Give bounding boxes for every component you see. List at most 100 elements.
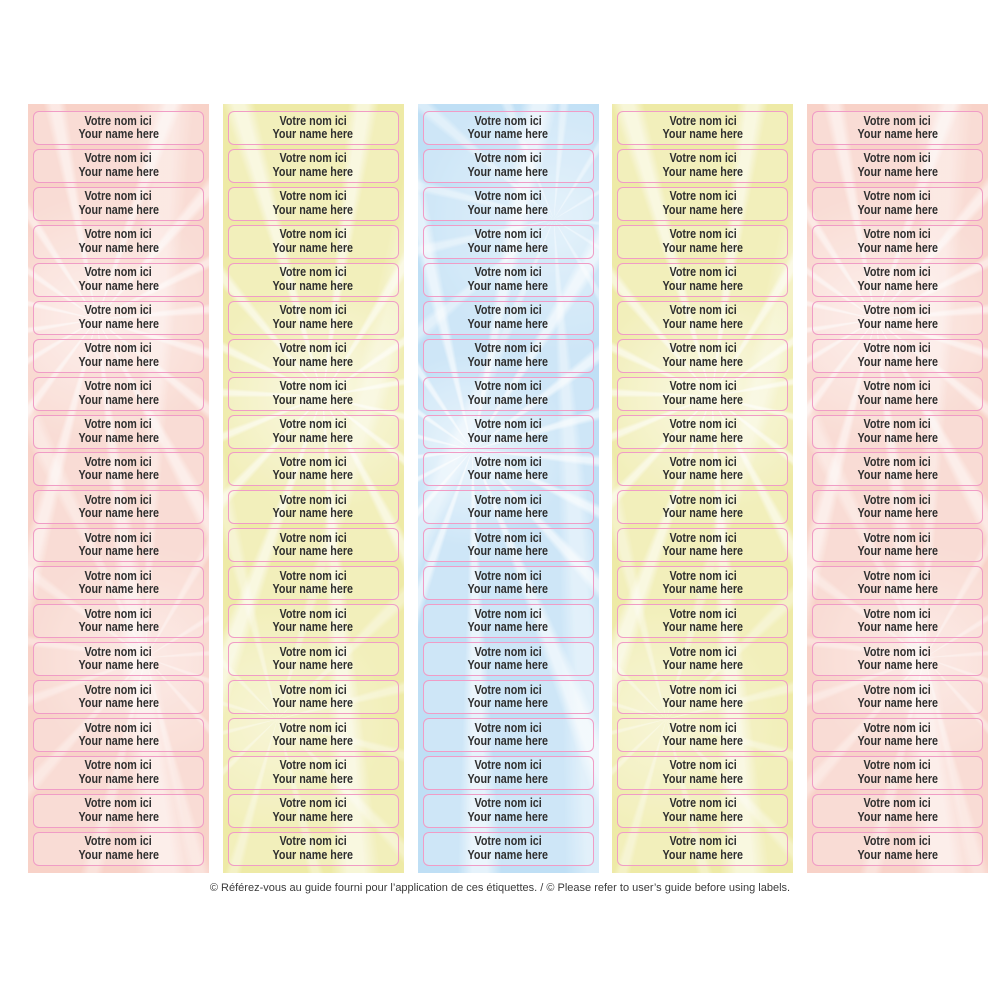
label-line-en: Your name here xyxy=(78,316,159,331)
label-line-fr: Votre nom ici xyxy=(474,151,542,166)
name-label: Votre nom ici Your name here xyxy=(812,224,983,259)
name-label: Votre nom ici Your name here xyxy=(812,262,983,297)
name-label: Votre nom ici Your name here xyxy=(422,111,594,145)
label-line-fr: Votre nom ici xyxy=(669,417,737,431)
label-line-fr: Votre nom ici xyxy=(279,189,347,204)
name-label: Votre nom ici Your name here xyxy=(33,831,204,866)
label-line-fr: Votre nom ici xyxy=(669,227,737,242)
label-line-fr: Votre nom ici xyxy=(863,758,932,773)
label-line-fr: Votre nom ici xyxy=(863,568,932,583)
name-label: Votre nom ici Your name here xyxy=(33,338,204,373)
name-label: Votre nom ici Your name here xyxy=(227,490,399,525)
name-label: Votre nom ici Your name here xyxy=(33,755,204,790)
name-label: Votre nom ici Your name here xyxy=(33,148,204,183)
label-line-en: Your name here xyxy=(662,809,743,824)
name-label: Votre nom ici Your name here xyxy=(33,186,204,221)
name-label: Votre nom ici Your name here xyxy=(33,414,204,449)
label-line-fr: Votre nom ici xyxy=(84,417,153,431)
name-label: Votre nom ici Your name here xyxy=(33,490,204,525)
name-label: Votre nom ici Your name here xyxy=(617,111,789,145)
label-line-en: Your name here xyxy=(78,809,159,824)
label-line-fr: Votre nom ici xyxy=(863,834,932,849)
label-line-fr: Votre nom ici xyxy=(669,834,737,849)
label-line-en: Your name here xyxy=(662,658,743,673)
name-label: Votre nom ici Your name here xyxy=(422,148,594,183)
label-line-en: Your name here xyxy=(273,316,354,331)
name-label: Votre nom ici Your name here xyxy=(227,414,399,449)
label-line-fr: Votre nom ici xyxy=(279,454,347,469)
label-line-en: Your name here xyxy=(273,620,354,635)
name-label: Votre nom ici Your name here xyxy=(617,338,789,373)
name-label: Votre nom ici Your name here xyxy=(812,718,983,752)
label-line-fr: Votre nom ici xyxy=(669,644,737,659)
name-label: Votre nom ici Your name here xyxy=(812,490,983,525)
label-line-fr: Votre nom ici xyxy=(863,151,932,166)
label-line-en: Your name here xyxy=(467,506,549,521)
label-line-fr: Votre nom ici xyxy=(84,189,153,204)
label-strip-column-3: Votre nom ici Your name here Votre nom ici… xyxy=(418,104,599,873)
label-line-en: Your name here xyxy=(467,127,549,141)
label-line-en: Your name here xyxy=(662,316,743,331)
label-line-en: Your name here xyxy=(273,202,354,217)
name-label: Votre nom ici Your name here xyxy=(422,376,594,411)
usage-note: © Référez-vous au guide fourni pour l’ap… xyxy=(209,882,791,894)
name-label: Votre nom ici Your name here xyxy=(422,186,594,221)
name-label: Votre nom ici Your name here xyxy=(422,755,594,790)
label-line-en: Your name here xyxy=(467,696,549,711)
label-line-en: Your name here xyxy=(273,468,354,483)
label-line-fr: Votre nom ici xyxy=(279,227,347,242)
label-line-en: Your name here xyxy=(467,809,549,824)
label-line-en: Your name here xyxy=(78,696,159,711)
label-line-en: Your name here xyxy=(662,430,743,445)
label-line-en: Your name here xyxy=(662,734,743,748)
label-line-fr: Votre nom ici xyxy=(474,796,542,811)
label-line-fr: Votre nom ici xyxy=(84,303,153,318)
label-line-fr: Votre nom ici xyxy=(863,189,932,204)
label-line-fr: Votre nom ici xyxy=(84,492,153,507)
label-line-fr: Votre nom ici xyxy=(474,834,542,849)
name-label: Votre nom ici Your name here xyxy=(33,262,204,297)
name-label: Votre nom ici Your name here xyxy=(617,793,789,828)
label-line-en: Your name here xyxy=(467,430,549,445)
label-line-fr: Votre nom ici xyxy=(669,568,737,583)
label-line-fr: Votre nom ici xyxy=(84,682,153,697)
label-line-fr: Votre nom ici xyxy=(279,113,347,128)
label-line-fr: Votre nom ici xyxy=(279,417,347,431)
label-strip-column-5: Votre nom ici Your name here Votre nom ici… xyxy=(807,104,988,873)
label-line-fr: Votre nom ici xyxy=(863,720,932,735)
name-label: Votre nom ici Your name here xyxy=(422,262,594,297)
label-line-en: Your name here xyxy=(857,582,938,597)
label-line-fr: Votre nom ici xyxy=(669,758,737,773)
label-line-en: Your name here xyxy=(467,392,549,407)
label-line-fr: Votre nom ici xyxy=(863,341,932,356)
name-label: Votre nom ici Your name here xyxy=(227,148,399,183)
label-line-en: Your name here xyxy=(273,278,354,293)
name-label: Votre nom ici Your name here xyxy=(227,793,399,828)
label-line-fr: Votre nom ici xyxy=(669,530,737,545)
label-line-en: Your name here xyxy=(662,468,743,483)
name-label: Votre nom ici Your name here xyxy=(227,755,399,790)
label-line-en: Your name here xyxy=(78,506,159,521)
name-label: Votre nom ici Your name here xyxy=(617,680,789,715)
label-line-en: Your name here xyxy=(467,278,549,293)
label-line-en: Your name here xyxy=(662,202,743,217)
label-line-fr: Votre nom ici xyxy=(84,644,153,659)
label-line-en: Your name here xyxy=(467,164,549,179)
label-line-en: Your name here xyxy=(857,392,938,407)
label-line-en: Your name here xyxy=(857,620,938,635)
label-line-en: Your name here xyxy=(857,430,938,445)
label-line-en: Your name here xyxy=(467,658,549,673)
name-label: Votre nom ici Your name here xyxy=(812,680,983,715)
label-line-en: Your name here xyxy=(273,544,354,559)
label-line-en: Your name here xyxy=(662,771,743,786)
name-label: Votre nom ici Your name here xyxy=(422,300,594,335)
name-label: Votre nom ici Your name here xyxy=(33,452,204,487)
label-line-en: Your name here xyxy=(78,734,159,748)
name-label: Votre nom ici Your name here xyxy=(227,111,399,145)
name-label: Votre nom ici Your name here xyxy=(617,414,789,449)
name-label: Votre nom ici Your name here xyxy=(33,680,204,715)
label-line-fr: Votre nom ici xyxy=(863,379,932,394)
label-line-en: Your name here xyxy=(857,316,938,331)
label-line-en: Your name here xyxy=(662,278,743,293)
label-line-en: Your name here xyxy=(78,392,159,407)
